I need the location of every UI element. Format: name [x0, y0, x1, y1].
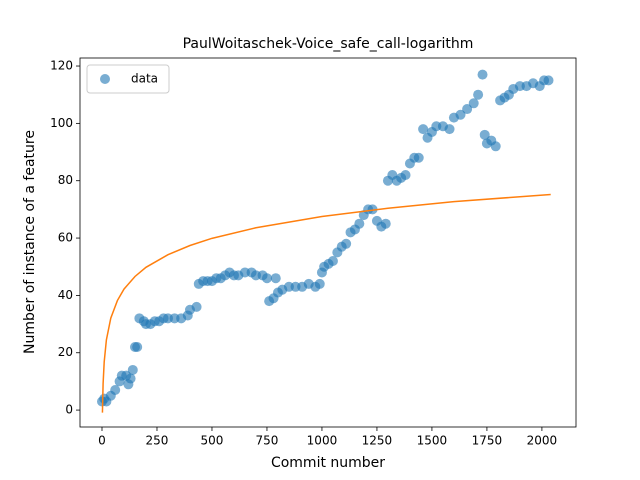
data-point: [473, 89, 484, 100]
x-tick-label: 750: [256, 434, 279, 448]
data-point: [191, 301, 202, 312]
y-tick-label: 120: [50, 59, 73, 73]
fit-line: [101, 193, 551, 413]
chart-title: PaulWoitaschek-Voice_safe_call-logarithm: [183, 36, 474, 52]
data-point: [270, 273, 281, 284]
y-tick-label: 20: [58, 345, 73, 359]
legend-marker: [100, 74, 110, 84]
data-point: [341, 238, 352, 249]
x-tick-label: 1250: [362, 434, 393, 448]
data-point: [367, 204, 378, 215]
x-tick-label: 1750: [472, 434, 503, 448]
y-tick-label: 60: [58, 231, 73, 245]
x-tick-label: 1000: [307, 434, 338, 448]
data-point: [444, 124, 455, 135]
data-point: [125, 373, 136, 384]
data-point: [261, 273, 272, 284]
x-tick-label: 1500: [417, 434, 448, 448]
data-point: [314, 278, 325, 289]
data-point: [127, 364, 138, 375]
x-tick-label: 2000: [527, 434, 558, 448]
y-axis-label: Number of instance of a feature: [22, 130, 38, 354]
legend-label: data: [131, 72, 158, 86]
data-point: [132, 342, 143, 353]
y-tick-label: 80: [58, 173, 73, 187]
axes-frame: [79, 57, 577, 428]
data-point: [418, 124, 429, 135]
x-tick-label: 0: [98, 434, 106, 448]
data-point: [455, 109, 466, 120]
data-point: [413, 152, 424, 163]
data-point: [380, 218, 391, 229]
x-tick-label: 500: [201, 434, 224, 448]
data-point: [327, 255, 338, 266]
data-point: [477, 69, 488, 80]
data-point: [462, 104, 473, 115]
data-point: [354, 218, 365, 229]
y-tick-label: 100: [50, 116, 73, 130]
y-tick-label: 0: [65, 403, 73, 417]
data-point: [400, 169, 411, 180]
data-point: [479, 129, 490, 140]
x-axis-label: Commit number: [271, 455, 385, 471]
data-point: [110, 385, 121, 396]
x-tick-label: 250: [146, 434, 169, 448]
legend-box: [86, 64, 170, 94]
data-point: [543, 75, 554, 86]
data-point: [490, 141, 501, 152]
data-point: [468, 98, 479, 109]
y-tick-label: 40: [58, 288, 73, 302]
